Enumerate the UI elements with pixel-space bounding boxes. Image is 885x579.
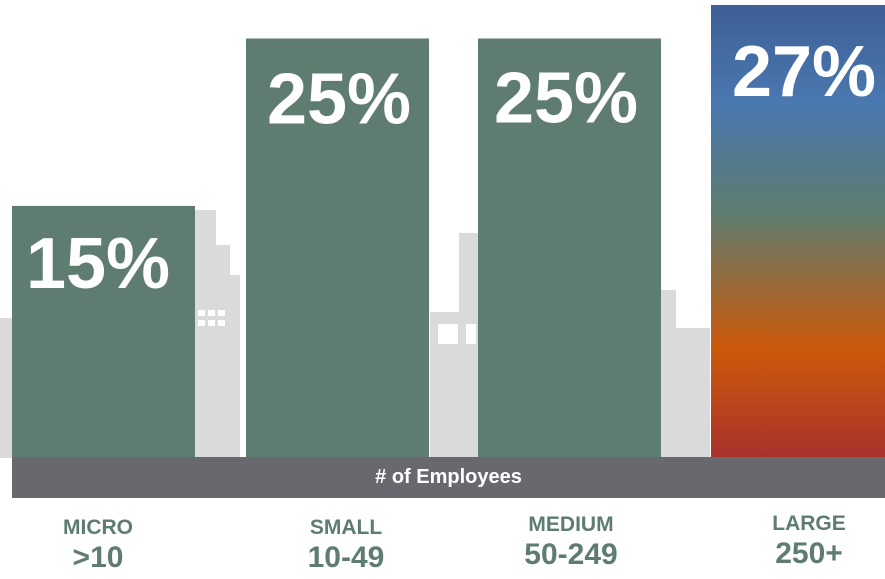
category-label-small: SMALL 10-49 — [256, 516, 436, 576]
x-axis-title: # of Employees — [12, 457, 885, 498]
bar-small — [246, 38, 429, 458]
category-name: LARGE — [772, 512, 846, 535]
bar-medium — [478, 38, 661, 458]
category-label-micro: MICRO >10 — [8, 516, 188, 576]
category-range: 50-249 — [524, 538, 618, 571]
bar-micro — [12, 205, 195, 457]
category-name: MICRO — [63, 516, 133, 539]
category-range: 10-49 — [307, 541, 385, 574]
bar-large — [711, 5, 885, 457]
category-label-medium: MEDIUM 50-249 — [481, 513, 661, 573]
category-label-large: LARGE 250+ — [719, 512, 885, 572]
category-name: SMALL — [309, 516, 383, 539]
category-range: 250+ — [775, 537, 843, 570]
category-range: >10 — [72, 541, 124, 574]
data-label-medium: 25% — [494, 58, 638, 138]
data-label-micro: 15% — [26, 224, 170, 304]
data-label-small: 25% — [267, 59, 411, 139]
category-name: MEDIUM — [528, 513, 614, 536]
data-label-large: 27% — [732, 32, 876, 112]
